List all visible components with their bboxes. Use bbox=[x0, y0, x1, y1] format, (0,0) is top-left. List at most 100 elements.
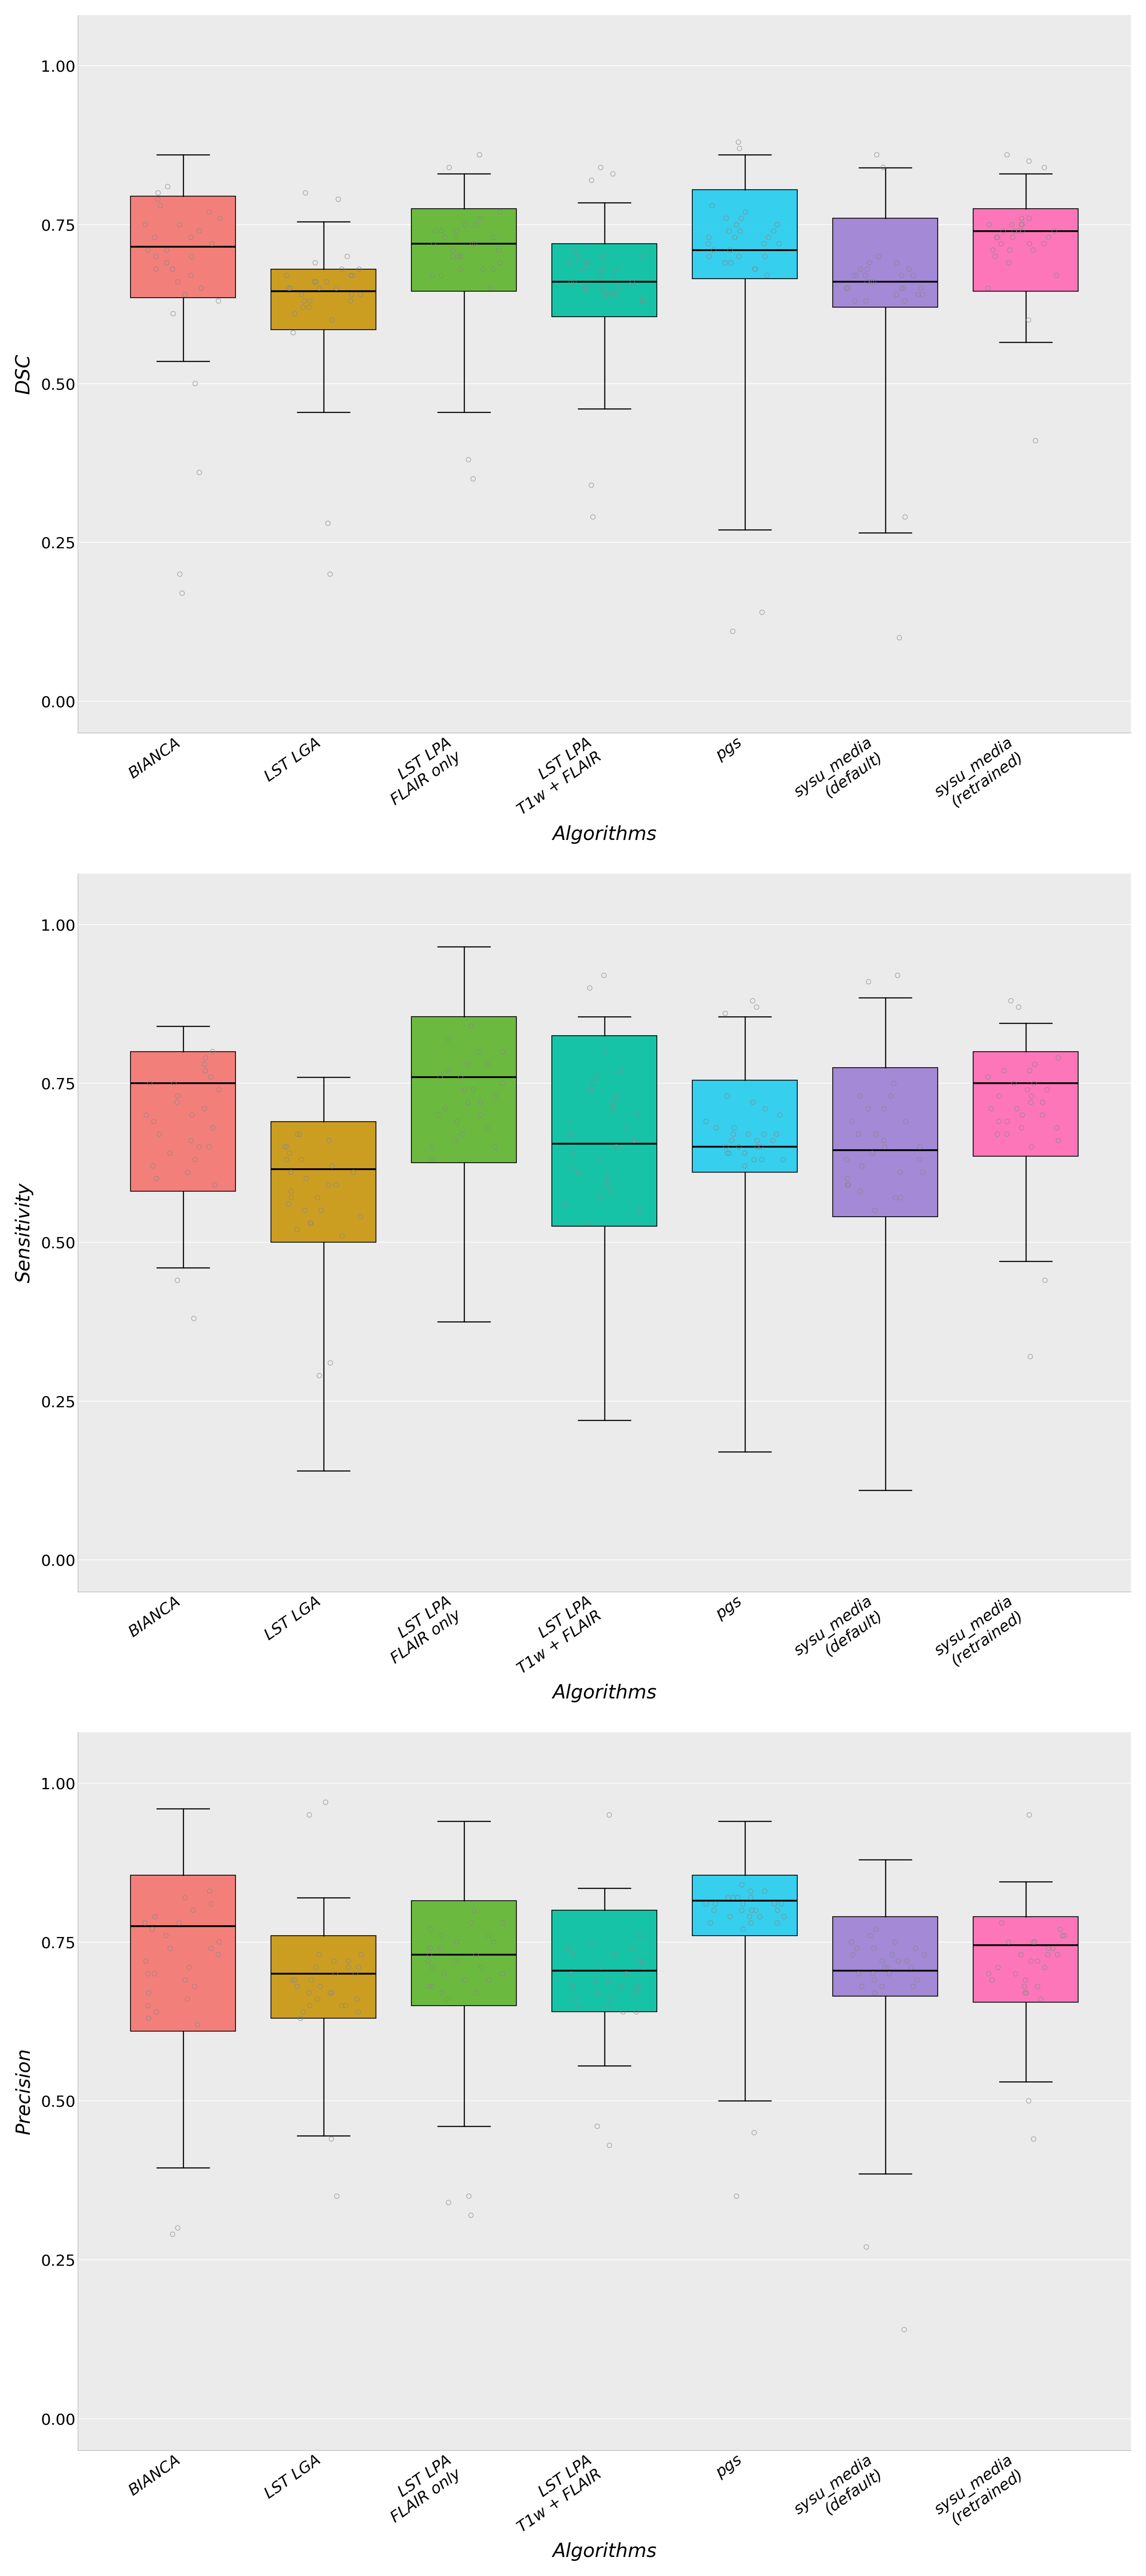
Point bbox=[719, 1133, 737, 1175]
Point bbox=[858, 260, 877, 301]
Point bbox=[1055, 1914, 1074, 1955]
Point bbox=[753, 1139, 771, 1180]
Point bbox=[1015, 1973, 1034, 2014]
Point bbox=[1034, 1082, 1052, 1123]
Point bbox=[578, 242, 596, 283]
Point bbox=[210, 1922, 228, 1963]
Point bbox=[308, 1978, 327, 2020]
Point bbox=[342, 255, 360, 296]
Point bbox=[479, 1043, 497, 1084]
Point bbox=[1036, 1947, 1054, 1989]
Point bbox=[343, 273, 361, 314]
Point bbox=[157, 229, 175, 270]
Point bbox=[753, 592, 771, 634]
Point bbox=[1039, 1927, 1058, 1968]
Point bbox=[283, 1960, 301, 2002]
Point bbox=[320, 1121, 338, 1162]
Point bbox=[1026, 1922, 1044, 1963]
Point bbox=[300, 1795, 319, 1837]
Point bbox=[863, 1133, 881, 1175]
Point bbox=[994, 211, 1012, 252]
Point bbox=[293, 286, 312, 327]
Point bbox=[565, 229, 583, 270]
Point bbox=[1039, 216, 1058, 258]
Point bbox=[846, 281, 864, 322]
Point bbox=[202, 1883, 220, 1924]
Point bbox=[311, 268, 329, 309]
Point bbox=[423, 1947, 441, 1989]
Point bbox=[300, 281, 319, 322]
Point bbox=[439, 1051, 457, 1092]
Point bbox=[136, 204, 155, 245]
Point bbox=[146, 1896, 164, 1937]
Point bbox=[462, 2195, 480, 2236]
PathPatch shape bbox=[832, 219, 937, 307]
Point bbox=[469, 1030, 487, 1072]
Point bbox=[305, 260, 323, 301]
Point bbox=[190, 451, 209, 492]
Point bbox=[999, 1922, 1018, 1963]
Point bbox=[837, 268, 855, 309]
Point bbox=[723, 611, 741, 652]
PathPatch shape bbox=[551, 1911, 657, 2012]
Point bbox=[902, 1947, 920, 1989]
Point bbox=[717, 1074, 736, 1115]
Point bbox=[603, 1087, 621, 1128]
Point bbox=[758, 255, 776, 296]
Point bbox=[1053, 1914, 1072, 1955]
Point bbox=[320, 1164, 338, 1206]
Point bbox=[721, 229, 739, 270]
PathPatch shape bbox=[692, 1875, 798, 1935]
Point bbox=[322, 2117, 340, 2159]
Point bbox=[466, 1935, 485, 1976]
Point bbox=[1020, 1795, 1038, 1837]
Point bbox=[307, 260, 325, 301]
Point bbox=[857, 2226, 876, 2267]
Point bbox=[601, 2125, 619, 2166]
Point bbox=[887, 242, 905, 283]
Point bbox=[768, 1113, 786, 1154]
Point bbox=[995, 1051, 1013, 1092]
Point bbox=[280, 268, 298, 309]
Point bbox=[605, 273, 623, 314]
Point bbox=[564, 1935, 582, 1976]
Point bbox=[564, 1965, 582, 2007]
Point bbox=[471, 198, 489, 240]
Point bbox=[140, 1973, 158, 2014]
Point bbox=[895, 2308, 913, 2349]
Point bbox=[604, 255, 622, 296]
Point bbox=[455, 204, 473, 245]
Point bbox=[160, 1927, 179, 1968]
Point bbox=[599, 1986, 618, 2027]
Point bbox=[563, 1146, 581, 1188]
Point bbox=[1004, 216, 1022, 258]
Point bbox=[419, 1965, 438, 2007]
Point bbox=[581, 1069, 599, 1110]
Point bbox=[280, 1182, 298, 1224]
Point bbox=[439, 1018, 457, 1059]
Point bbox=[288, 1208, 306, 1249]
Point bbox=[913, 273, 932, 314]
Point bbox=[1002, 979, 1020, 1020]
Point bbox=[743, 1891, 761, 1932]
Point bbox=[308, 1177, 327, 1218]
Point bbox=[570, 1986, 588, 2027]
Point bbox=[195, 1087, 213, 1128]
Point bbox=[774, 1139, 792, 1180]
Point bbox=[190, 1126, 209, 1167]
Point bbox=[440, 147, 458, 188]
Point bbox=[288, 1965, 306, 2007]
Point bbox=[432, 1914, 450, 1955]
Point bbox=[562, 1113, 580, 1154]
Y-axis label: Precision: Precision bbox=[15, 2048, 33, 2136]
Point bbox=[582, 464, 601, 505]
Point bbox=[146, 216, 164, 258]
Point bbox=[135, 1901, 154, 1942]
Point bbox=[277, 1139, 296, 1180]
Point bbox=[732, 1865, 751, 1906]
Point bbox=[904, 1965, 923, 2007]
Point bbox=[1005, 1064, 1023, 1105]
Point bbox=[562, 1100, 580, 1141]
Point bbox=[463, 224, 481, 265]
Point bbox=[752, 1126, 770, 1167]
